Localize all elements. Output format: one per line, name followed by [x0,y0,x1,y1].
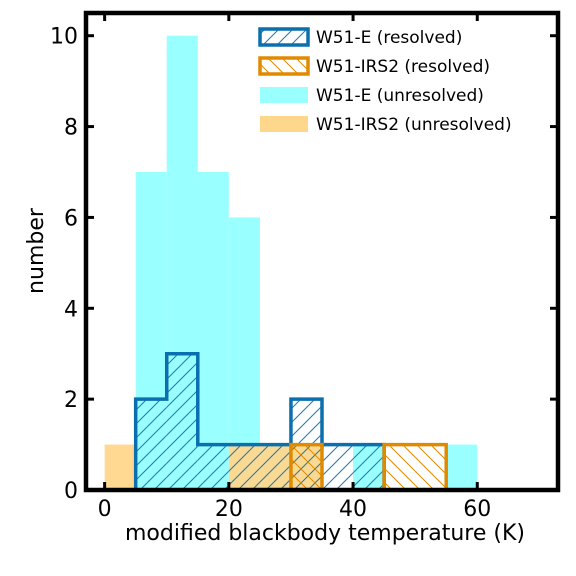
hatch-w51-irs2-resolved-45 [384,444,416,490]
y-tick-label-8: 8 [64,116,78,141]
y-tick-label-0: 0 [64,479,78,504]
plot-border [83,10,561,493]
legend: W51-E (resolved) W51-IRS2 (resolved) W51-E… [258,27,512,135]
plot-area [104,35,478,490]
y-tick-label-6: 6 [64,206,78,231]
y-tick-label-10: 10 [50,25,78,50]
bar-w51-e-unresolved-55 [446,444,478,490]
x-tick-label-40: 40 [339,497,367,522]
y-tick-label-4: 4 [64,297,78,322]
hatch-w51-e-resolved-40 [353,444,385,490]
legend-swatch-w51-irs2-resolved [258,56,310,76]
x-tick-label-0: 0 [98,497,112,522]
bar-w51-e-unresolved-15 [197,172,229,490]
hatch-w51-irs2-resolved-30 [290,444,322,490]
outline-w51-e-resolved-0 [133,351,386,490]
x-tick-label-60: 60 [463,497,491,522]
hatch-w51-e-resolved-10 [166,353,198,490]
x-tick-label-20: 20 [215,497,243,522]
y-axis-label: number [24,207,49,294]
legend-label-w51-irs2-resolved: W51-IRS2 (resolved) [316,57,490,77]
hatch-w51-e-resolved-25 [259,444,291,490]
y-tick-label-2: 2 [64,388,78,413]
hatch-w51-e-resolved-20 [228,444,260,490]
hatch-w51-e-resolved-5 [135,399,167,490]
hatch-w51-e-resolved-35 [322,444,354,490]
legend-swatch-w51-e-resolved [258,27,310,47]
legend-label-w51-e-resolved: W51-E (resolved) [316,28,462,48]
outline-w51-irs2-resolved-0 [289,442,324,490]
legend-label-w51-e-unresolved: W51-E (unresolved) [316,86,484,106]
legend-swatch-w51-irs2-unresolved [260,116,308,132]
legend-swatch-w51-e-unresolved [260,87,308,103]
outline-w51-irs2-resolved-1 [382,442,448,490]
legend-label-w51-irs2-unresolved: W51-IRS2 (unresolved) [316,115,512,135]
hatch-w51-irs2-resolved-50 [415,444,447,490]
x-axis-label: modified blackbody temperature (K) [125,521,525,546]
hatch-w51-e-resolved-15 [197,444,229,490]
bar-w51-irs2-unresolved-0 [104,444,136,490]
axis-ticks: 0 20 40 60 0 2 4 6 8 10 [50,13,558,522]
axes-frame [83,10,561,493]
